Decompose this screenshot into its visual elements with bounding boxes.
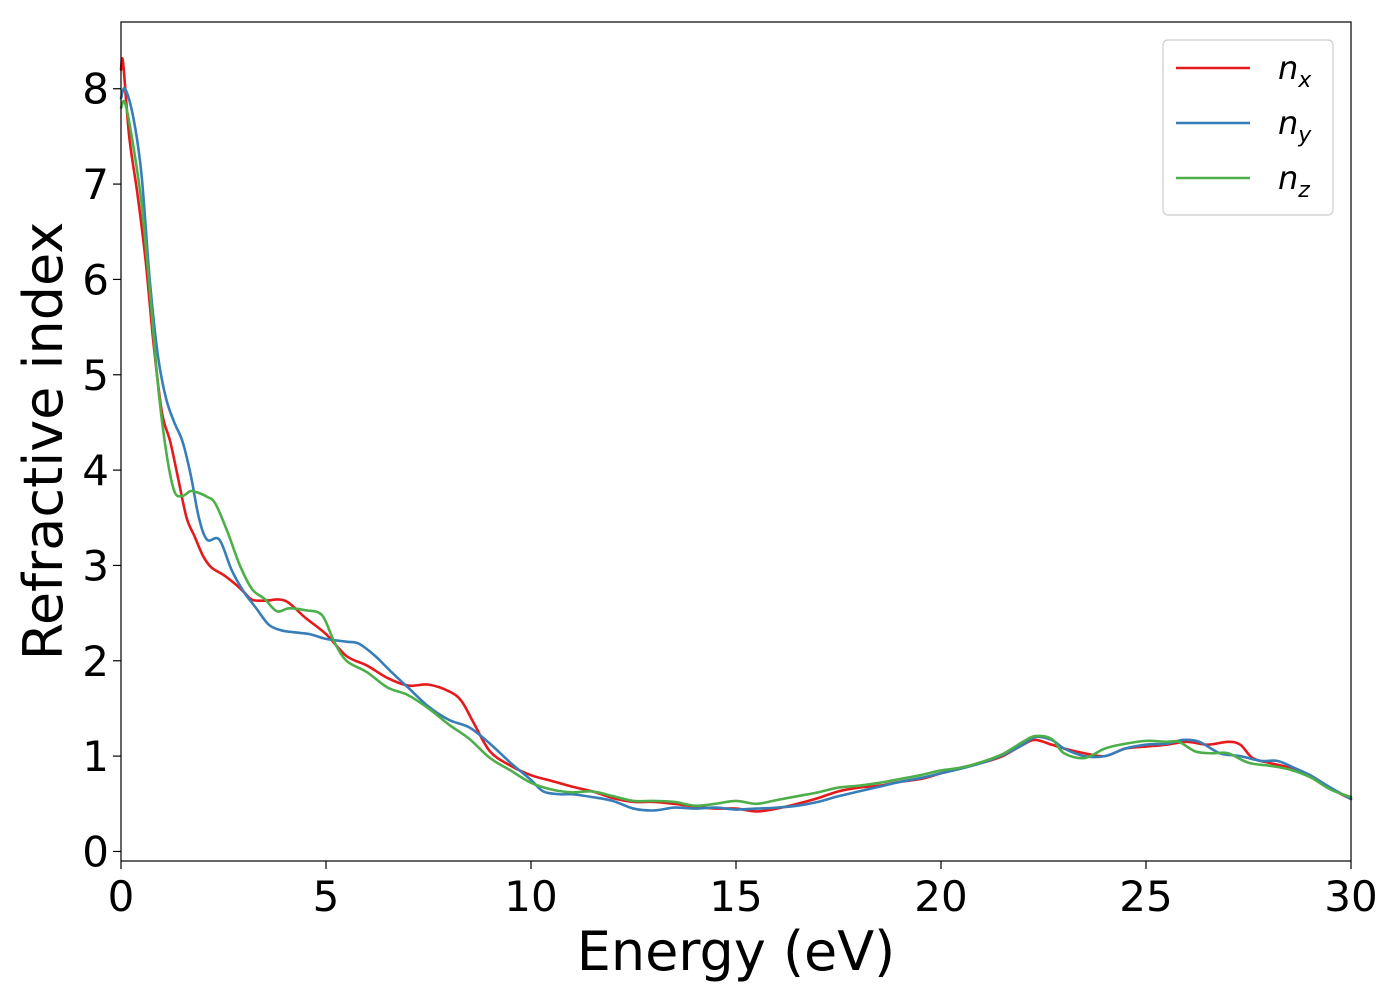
series-layer	[119, 57, 1353, 813]
x-axis-title: Energy (eV)	[577, 920, 896, 983]
x-tick-label: 25	[1119, 872, 1172, 921]
x-tick-label: 30	[1324, 872, 1377, 921]
y-tick-label: 4	[82, 446, 109, 495]
legend-label-nz: nz	[1278, 159, 1310, 203]
y-axis-title: Refractive index	[12, 222, 75, 661]
x-tick-label: 5	[313, 872, 340, 921]
y-tick-label: 0	[82, 827, 109, 876]
legend-label-ny: ny	[1278, 104, 1312, 148]
series-line-ny	[119, 86, 1353, 812]
y-tick-label: 7	[82, 160, 109, 209]
x-tick-label: 15	[709, 872, 762, 921]
y-tick-label: 2	[82, 637, 109, 686]
x-axis-ticks: 0 5 10 15 20 25 30	[108, 861, 1378, 921]
legend-label-nx: nx	[1278, 49, 1312, 93]
y-tick-label: 1	[82, 732, 109, 781]
y-tick-label: 8	[82, 65, 109, 114]
y-tick-label: 6	[82, 255, 109, 304]
series-line-nz	[119, 99, 1353, 808]
y-axis-ticks: 0 1 2 3 4 5 6 7 8	[82, 65, 121, 876]
y-tick-label: 3	[82, 541, 109, 590]
x-tick-label: 0	[108, 872, 135, 921]
x-tick-label: 10	[504, 872, 557, 921]
x-tick-label: 20	[914, 872, 967, 921]
legend: nx ny nz	[1162, 39, 1334, 216]
legend-box	[1162, 39, 1334, 216]
y-tick-label: 5	[82, 351, 109, 400]
